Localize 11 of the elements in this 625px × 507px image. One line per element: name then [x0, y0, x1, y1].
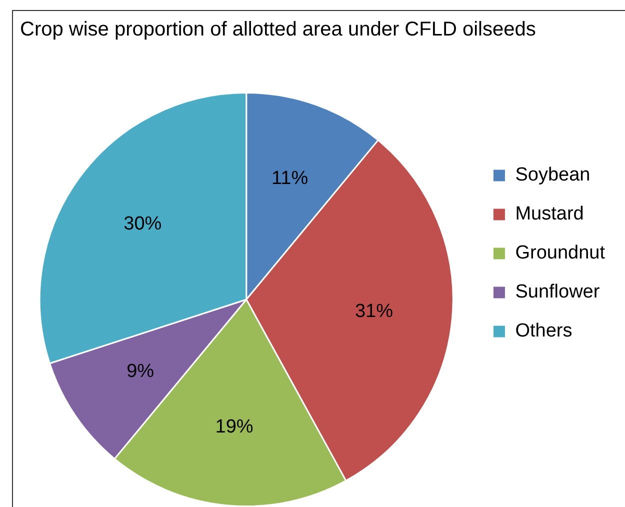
data-label: 19%	[215, 416, 254, 438]
data-label: 9%	[126, 360, 154, 382]
legend-label: Mustard	[515, 204, 584, 225]
legend-label: Groundnut	[515, 242, 606, 264]
data-label: 11%	[271, 168, 308, 190]
data-label: 30%	[124, 213, 162, 234]
chart-title: Crop wise proportion of allotted area under CFLD oilseeds	[20, 18, 536, 41]
legend-label: Others	[515, 320, 572, 342]
legend-label: Soybean	[515, 164, 590, 186]
data-label: 31%	[354, 300, 394, 322]
legend-label: Sunflower	[515, 282, 600, 303]
